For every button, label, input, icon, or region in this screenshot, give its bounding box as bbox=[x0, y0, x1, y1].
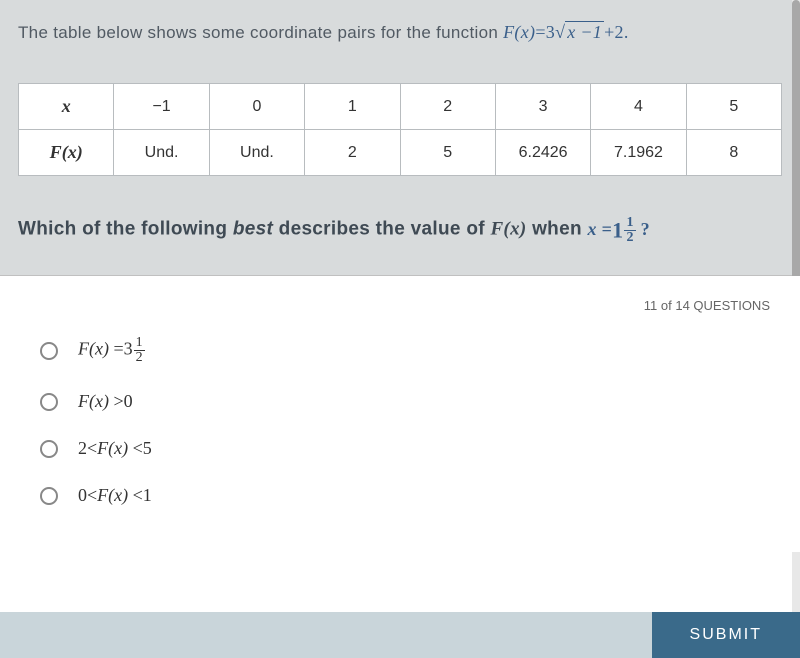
opt-x: x bbox=[95, 339, 103, 359]
table-cell: 4 bbox=[591, 84, 686, 130]
opt-eq: =3 bbox=[114, 339, 133, 359]
table-cell: 7.1962 bbox=[591, 130, 686, 176]
opt-tail: <1 bbox=[133, 485, 152, 505]
formula-F: F bbox=[503, 22, 514, 42]
footer-bar: SUBMIT bbox=[0, 612, 800, 658]
prompt-eq: = bbox=[602, 219, 613, 239]
options-list: F(x) =312 F(x) >0 2<F(x) <5 0<F(x) <1 bbox=[40, 336, 760, 506]
option-c-text: 2<F(x) <5 bbox=[78, 438, 152, 459]
fx-F: F bbox=[50, 142, 62, 162]
table-row-fx: F(x) Und. Und. 2 5 6.2426 7.1962 8 bbox=[19, 130, 782, 176]
option-c[interactable]: 2<F(x) <5 bbox=[40, 438, 760, 459]
prompt-best: best bbox=[233, 219, 273, 240]
question-panel: The table below shows some coordinate pa… bbox=[0, 0, 800, 276]
coordinate-table: x −1 0 1 2 3 4 5 F(x) Und. Und. 2 5 6.24… bbox=[18, 83, 782, 176]
prompt-qmark: ? bbox=[641, 219, 650, 239]
frac-num: 1 bbox=[624, 216, 635, 231]
opt-x: x bbox=[114, 438, 122, 458]
prompt-F: F bbox=[490, 219, 503, 240]
radio-icon[interactable] bbox=[40, 487, 58, 505]
formula-tail: +2. bbox=[604, 22, 629, 42]
table-cell: 0 bbox=[209, 84, 304, 130]
option-b-text: F(x) >0 bbox=[78, 391, 133, 412]
table-cell: Und. bbox=[209, 130, 304, 176]
opt-F: F bbox=[78, 339, 89, 359]
function-formula: F(x)=3√x −1+2. bbox=[503, 22, 629, 42]
progress-indicator: 11 of 14 QUESTIONS bbox=[644, 298, 770, 313]
opt-F: F bbox=[97, 485, 108, 505]
option-d[interactable]: 0<F(x) <1 bbox=[40, 485, 760, 506]
row-header-x: x bbox=[19, 84, 114, 130]
prompt-prefix: Which of the following bbox=[18, 219, 233, 240]
option-a-text: F(x) =312 bbox=[78, 336, 145, 365]
question-intro: The table below shows some coordinate pa… bbox=[18, 22, 782, 43]
option-b[interactable]: F(x) >0 bbox=[40, 391, 760, 412]
radio-icon[interactable] bbox=[40, 440, 58, 458]
formula-x-arg: x bbox=[521, 22, 529, 42]
table-cell: 5 bbox=[686, 84, 781, 130]
table-cell: 2 bbox=[305, 130, 400, 176]
opt-tail: <5 bbox=[133, 438, 152, 458]
submit-button[interactable]: SUBMIT bbox=[652, 612, 800, 658]
table-cell: 1 bbox=[305, 84, 400, 130]
frac-whole: 1 bbox=[612, 218, 623, 243]
option-d-text: 0<F(x) <1 bbox=[78, 485, 152, 506]
opt-den: 2 bbox=[134, 351, 145, 365]
scrollbar-thumb[interactable] bbox=[792, 0, 800, 280]
prompt-when: when bbox=[527, 219, 588, 240]
frac-den: 2 bbox=[624, 231, 635, 245]
sqrt-icon: √ bbox=[555, 22, 565, 42]
table-cell: 6.2426 bbox=[495, 130, 590, 176]
table-cell: Und. bbox=[114, 130, 209, 176]
table-cell: 5 bbox=[400, 130, 495, 176]
intro-text: The table below shows some coordinate pa… bbox=[18, 23, 503, 42]
opt-F: F bbox=[78, 391, 89, 411]
opt-lead: 2< bbox=[78, 438, 97, 458]
fx-x: x bbox=[68, 142, 77, 162]
option-a[interactable]: F(x) =312 bbox=[40, 336, 760, 365]
table-row-x: x −1 0 1 2 3 4 5 bbox=[19, 84, 782, 130]
opt-num: 1 bbox=[134, 336, 145, 351]
opt-tail: >0 bbox=[114, 391, 133, 411]
opt-x: x bbox=[95, 391, 103, 411]
opt-lead: 0< bbox=[78, 485, 97, 505]
formula-radicand: x −1 bbox=[565, 21, 604, 42]
formula-eq3: =3 bbox=[535, 22, 555, 42]
row-header-fx: F(x) bbox=[19, 130, 114, 176]
prompt-x-arg: x bbox=[510, 219, 520, 240]
answer-panel: 11 of 14 QUESTIONS F(x) =312 F(x) >0 2<F… bbox=[0, 276, 800, 552]
table-cell: 8 bbox=[686, 130, 781, 176]
table-cell: −1 bbox=[114, 84, 209, 130]
radio-icon[interactable] bbox=[40, 342, 58, 360]
prompt-mid: describes the value of bbox=[273, 219, 490, 240]
table-cell: 3 bbox=[495, 84, 590, 130]
prompt-var-x: x bbox=[587, 219, 596, 239]
question-prompt: Which of the following best describes th… bbox=[18, 216, 782, 245]
radio-icon[interactable] bbox=[40, 393, 58, 411]
opt-x: x bbox=[114, 485, 122, 505]
opt-F: F bbox=[97, 438, 108, 458]
table-cell: 2 bbox=[400, 84, 495, 130]
